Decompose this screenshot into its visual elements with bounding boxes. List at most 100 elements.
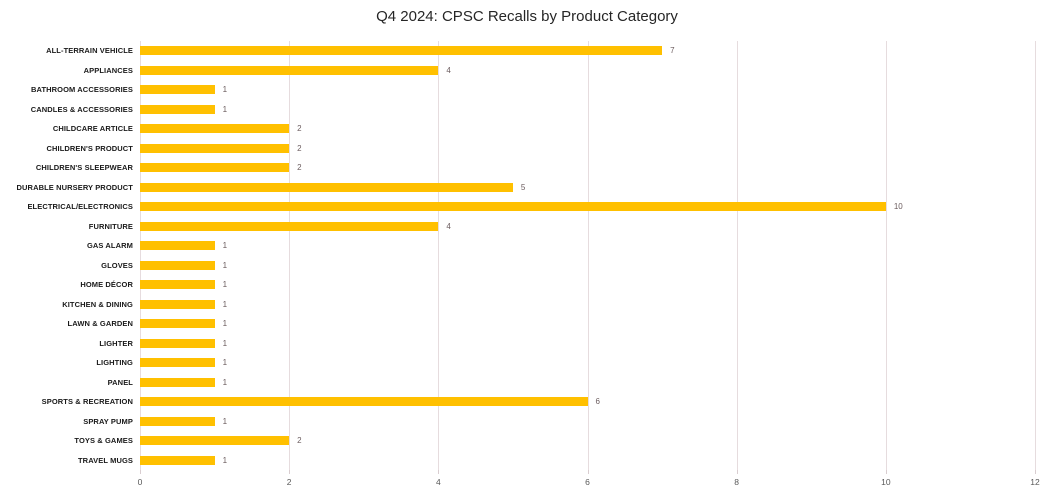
data-label: 5 [520, 182, 526, 192]
bar-row: 1 [140, 353, 1035, 373]
gridline [1035, 41, 1036, 470]
bar-row: 4 [140, 217, 1035, 237]
bar [140, 280, 215, 290]
data-label: 1 [222, 85, 228, 95]
axis-tick [289, 470, 291, 474]
data-label: 4 [446, 65, 451, 75]
category-label: SPRAY PUMP [83, 416, 133, 426]
axis-tick [885, 470, 887, 474]
category-label: DURABLE NURSERY PRODUCT [16, 182, 133, 192]
data-label: 1 [222, 358, 228, 368]
bar-row: 5 [140, 178, 1035, 198]
axis-tick [736, 470, 738, 474]
gridline [736, 41, 738, 470]
data-label: 2 [297, 163, 302, 173]
bar [140, 338, 215, 348]
bar [140, 416, 215, 426]
category-label: KITCHEN & DINING [62, 299, 133, 309]
bar [140, 46, 663, 56]
category-label: ELECTRICAL/ELECTRONICS [27, 202, 133, 212]
bar-row: 2 [140, 139, 1035, 159]
bar [140, 299, 215, 309]
bars-container: 7 4 1 1 2 2 2 5 10 4 1 1 1 1 1 1 1 1 6 1 2 1 [140, 41, 1035, 470]
y-axis-category-labels: ALL-TERRAIN VEHICLE APPLIANCES BATHROOM AC… [0, 41, 133, 470]
category-label: TRAVEL MUGS [78, 455, 133, 465]
data-label: 1 [222, 260, 228, 270]
gridline [587, 41, 589, 470]
data-label: 1 [222, 338, 228, 348]
data-label: 1 [222, 280, 228, 290]
bar [140, 143, 290, 153]
category-label: APPLIANCES [83, 65, 133, 75]
category-label: CHILDREN'S SLEEPWEAR [35, 163, 133, 173]
bar-row: 1 [140, 236, 1035, 256]
bar [140, 260, 215, 270]
category-label: CANDLES & ACCESSORIES [30, 104, 133, 114]
bar [140, 124, 290, 134]
category-label: PANEL [107, 377, 133, 387]
bar-row: 10 [140, 197, 1035, 217]
category-label: LIGHTING [96, 358, 133, 368]
bar [140, 455, 215, 465]
plot-area: 7 4 1 1 2 2 2 5 10 4 1 1 1 1 1 1 1 1 6 1 2 1 0 2 4 6 8 10 12 [138, 41, 1040, 487]
data-label: 1 [222, 299, 228, 309]
data-label: 4 [446, 221, 451, 231]
bar-row: 2 [140, 431, 1035, 451]
axis-tick [1035, 470, 1036, 474]
data-label: 2 [297, 124, 302, 134]
gridline [289, 41, 291, 470]
category-label: GAS ALARM [86, 241, 133, 251]
bar [140, 202, 886, 212]
data-label: 1 [222, 319, 228, 329]
data-label: 6 [595, 397, 600, 407]
category-label: CHILDCARE ARTICLE [52, 124, 133, 134]
category-label: LIGHTER [99, 338, 133, 348]
axis-tick [140, 470, 141, 474]
bar-row: 1 [140, 373, 1035, 393]
category-label: BATHROOM ACCESSORIES [30, 85, 133, 95]
data-label: 10 [893, 202, 903, 212]
category-label: SPORTS & RECREATION [41, 397, 133, 407]
axis-tick [438, 470, 440, 474]
data-label: 2 [297, 143, 302, 153]
category-label: ALL-TERRAIN VEHICLE [46, 46, 133, 56]
data-label: 1 [222, 241, 228, 251]
bar-row: 1 [140, 256, 1035, 276]
gridline [885, 41, 887, 470]
bar [140, 377, 215, 387]
bar-row: 1 [140, 295, 1035, 315]
data-label: 1 [222, 377, 228, 387]
x-axis-tick-label: 4 [435, 477, 441, 487]
chart-title: Q4 2024: CPSC Recalls by Product Categor… [376, 8, 678, 25]
x-axis-tick-label: 0 [137, 477, 143, 487]
x-axis-tick-label: 10 [881, 477, 891, 487]
gridline [140, 41, 141, 470]
bar-row: 1 [140, 412, 1035, 432]
category-label: CHILDREN'S PRODUCT [46, 143, 133, 153]
bar [140, 182, 513, 192]
gridline [438, 41, 440, 470]
bar [140, 65, 439, 75]
category-label: LAWN & GARDEN [67, 319, 133, 329]
bar-row: 2 [140, 119, 1035, 139]
bar-row: 1 [140, 334, 1035, 354]
category-label: GLOVES [101, 260, 133, 270]
bar-row: 1 [140, 451, 1035, 471]
bar [140, 397, 588, 407]
x-axis-tick-label: 8 [734, 477, 740, 487]
bar [140, 104, 215, 114]
bar [140, 163, 290, 173]
bar-row: 1 [140, 80, 1035, 100]
bar [140, 221, 439, 231]
data-label: 1 [222, 104, 228, 114]
x-axis-tick-label: 2 [286, 477, 292, 487]
bar [140, 436, 290, 446]
category-label: FURNITURE [88, 221, 133, 231]
bar-row: 1 [140, 100, 1035, 120]
bar-row: 4 [140, 61, 1035, 81]
bar-row: 6 [140, 392, 1035, 412]
category-label: TOYS & GAMES [74, 436, 133, 446]
data-label: 1 [222, 416, 228, 426]
bar [140, 85, 215, 95]
